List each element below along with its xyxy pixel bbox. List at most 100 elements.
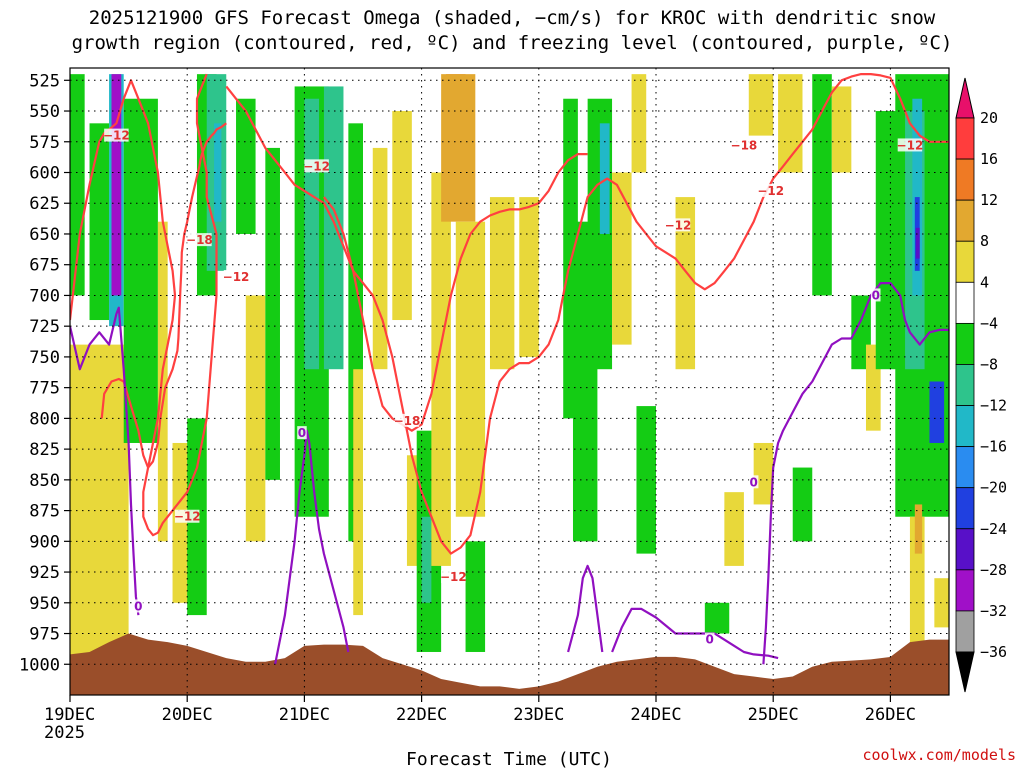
- contour-label-6: −12: [174, 510, 201, 524]
- omega-cell-60: [929, 381, 945, 443]
- colorbar-label-13: −36: [980, 643, 1007, 661]
- grid-lines: [70, 68, 949, 695]
- contour-label-bg-0: [104, 128, 129, 142]
- colorbar-bottom-arrow: [955, 651, 975, 693]
- y-tick-label-575: 575: [29, 133, 60, 153]
- omega-cell-32: [455, 221, 486, 517]
- plot-frame: [69, 67, 950, 696]
- colorbar-seg-11: [955, 528, 975, 571]
- contour-label-3: −12: [303, 159, 330, 173]
- omega-cell-61: [909, 516, 925, 665]
- credit-link[interactable]: coolwx.com/models: [862, 746, 1016, 764]
- contour-label-bg-11: [133, 599, 144, 613]
- contour-label-8: −18: [731, 138, 758, 152]
- freezing-level-contour-8: [762, 282, 949, 665]
- contour-label-4: −18: [394, 414, 421, 428]
- y-tick-label-1000: 1000: [19, 655, 60, 675]
- freezing-level-contour-5: [274, 429, 350, 665]
- freezing-level-contour-6: [567, 564, 604, 653]
- contour-label-bg-5: [441, 569, 466, 583]
- contour-label-bg-15: [871, 288, 881, 302]
- colorbar-label-10: −24: [980, 520, 1007, 538]
- freezing-level-contour-4: [70, 306, 140, 616]
- contour-label-bg-4: [394, 413, 420, 427]
- x-tick-label-24DEC: 24DEC: [630, 705, 681, 725]
- omega-cell-34: [489, 197, 515, 370]
- terrain-layer: [70, 633, 949, 695]
- omega-cell-51: [831, 86, 852, 173]
- omega-cell-8: [89, 123, 110, 321]
- y-tick-label-975: 975: [29, 625, 60, 645]
- omega-cell-10: [157, 221, 168, 542]
- y-axis: 525 550 575 600 625 650 675 700 725 750 775 800 825 8…: [19, 71, 70, 675]
- colorbar-seg-6: [955, 322, 975, 365]
- omega-cell-46: [748, 74, 774, 136]
- colorbar-label-0: 20: [980, 109, 998, 127]
- contour-label-bg-6: [174, 509, 200, 523]
- x-tick-label-19DEC: 19DEC: [44, 705, 95, 725]
- omega-cell-43: [675, 197, 696, 370]
- dgz-contour-2: [225, 73, 949, 555]
- contour-label-bg-14: [748, 475, 759, 489]
- omega-cell-4: [70, 344, 129, 671]
- contour-label-1: −18: [186, 233, 213, 247]
- contour-label-0: −12: [103, 129, 130, 143]
- contour-label-bg-9: [758, 183, 784, 197]
- omega-cell-59: [915, 227, 920, 259]
- colorbar-seg-7: [955, 364, 975, 406]
- colorbar-label-6: −8: [980, 355, 998, 373]
- terrain-surface: [70, 633, 949, 695]
- contour-label-bg-7: [665, 218, 691, 232]
- omega-cell-40: [612, 172, 632, 345]
- contour-labels: −12 −18 −12 −12 −18 −12 −12 −12 −18 −12 −12 0 0 0 0 0: [103, 128, 923, 647]
- y-tick-label-550: 550: [29, 102, 60, 122]
- y-tick-label-525: 525: [29, 71, 60, 91]
- y-tick-label-775: 775: [29, 379, 60, 399]
- contour-label-5: −12: [440, 570, 467, 584]
- contour-label-bg-1: [187, 233, 212, 247]
- omega-cell-41: [631, 74, 647, 173]
- colorbar-seg-2: [955, 158, 975, 201]
- omega-cell-35: [519, 197, 539, 357]
- omega-cell-47: [753, 442, 774, 505]
- omega-cell-49: [792, 467, 813, 542]
- colorbar-label-1: 16: [980, 150, 998, 168]
- dgz-contour-3: [323, 153, 588, 432]
- colorbar-seg-1: [955, 117, 975, 160]
- contour-label-9: −12: [757, 184, 784, 198]
- x-tick-label-26DEC: 26DEC: [865, 705, 916, 725]
- omega-cell-45: [724, 492, 744, 566]
- contour-label-13: 0: [706, 633, 714, 647]
- omega-cell-9: [123, 98, 158, 443]
- y-tick-label-600: 600: [29, 164, 60, 184]
- omega-cell-24: [372, 147, 388, 370]
- omega-cell-44: [704, 602, 730, 634]
- dgz-contour-1: [100, 122, 227, 469]
- omega-cell-28: [421, 516, 432, 603]
- omega-cell-57: [912, 98, 923, 296]
- y-tick-label-650: 650: [29, 225, 60, 245]
- colorbar-seg-3: [955, 199, 975, 242]
- y-tick-label-825: 825: [29, 440, 60, 460]
- colorbar-seg-4: [955, 240, 975, 283]
- omega-cell-63: [934, 578, 949, 628]
- y-tick-label-700: 700: [29, 286, 60, 306]
- contour-label-14: 0: [749, 475, 757, 489]
- omega-cell-15: [214, 123, 222, 222]
- omega-cell-16: [236, 98, 256, 234]
- contour-layer: [70, 73, 949, 665]
- colorbar-seg-13: [955, 610, 975, 653]
- x-tick-label-22DEC: 22DEC: [396, 705, 447, 725]
- omega-cell-39: [599, 123, 610, 234]
- contour-label-bg-13: [704, 632, 715, 646]
- x-tick-sublabel-19DEC: 2025: [44, 723, 85, 743]
- title-line-2: growth region (contoured, red, ºC) and f…: [71, 32, 953, 54]
- x-tick-label-21DEC: 21DEC: [279, 705, 330, 725]
- omega-cell-31: [441, 74, 476, 222]
- colorbar-label-12: −32: [980, 602, 1007, 620]
- colorbar-label-5: −4: [980, 314, 998, 332]
- contour-label-15: 0: [872, 288, 880, 302]
- contour-label-12: 0: [298, 426, 306, 440]
